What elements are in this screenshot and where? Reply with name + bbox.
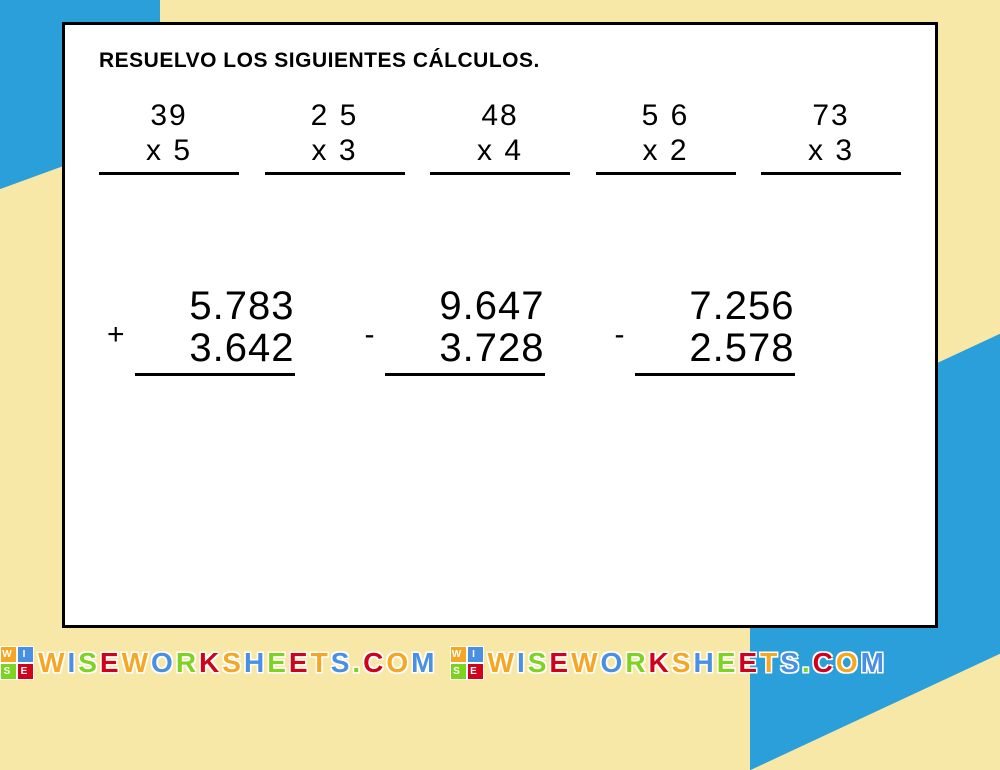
arith-bottom: 3.728 (385, 327, 545, 369)
mult-divider (430, 172, 570, 175)
arith-divider (135, 373, 295, 376)
mult-bottom: x 3 (761, 134, 901, 169)
watermark-group-2: WISE WISEWORKSHEETS.COM (450, 646, 888, 680)
arith-bottom: 3.642 (135, 327, 295, 369)
arith-operator: - (615, 318, 625, 376)
mult-problem: 2 5 x 3 (265, 99, 405, 175)
mult-top: 5 6 (596, 99, 736, 134)
multiplication-row: 39 x 5 2 5 x 3 48 x 4 5 6 x 2 73 x 3 (99, 99, 901, 175)
arith-numbers: 9.647 3.728 (385, 285, 545, 376)
mult-top: 2 5 (265, 99, 405, 134)
mult-bottom: x 5 (99, 134, 239, 169)
arith-operator: - (365, 318, 375, 376)
watermark: WISE WISEWORKSHEETS.COM WISE WISEWORKSHE… (0, 646, 1000, 680)
mult-top: 48 (430, 99, 570, 134)
arith-operator: + (107, 318, 125, 376)
arith-numbers: 5.783 3.642 (135, 285, 295, 376)
arith-problem: - 9.647 3.728 (365, 285, 545, 376)
mult-divider (596, 172, 736, 175)
worksheet-sheet: RESUELVO LOS SIGUIENTES CÁLCULOS. 39 x 5… (62, 22, 938, 628)
arith-top: 9.647 (385, 285, 545, 327)
arith-bottom: 2.578 (635, 327, 795, 369)
arith-top: 5.783 (135, 285, 295, 327)
mult-divider (265, 172, 405, 175)
arith-top: 7.256 (635, 285, 795, 327)
watermark-group-1: WISE WISEWORKSHEETS.COM (0, 646, 438, 680)
mult-divider (99, 172, 239, 175)
mult-bottom: x 2 (596, 134, 736, 169)
mult-top: 39 (99, 99, 239, 134)
mult-top: 73 (761, 99, 901, 134)
mult-problem: 73 x 3 (761, 99, 901, 175)
mult-problem: 39 x 5 (99, 99, 239, 175)
arith-problem: + 5.783 3.642 (107, 285, 295, 376)
arith-divider (385, 373, 545, 376)
watermark-badge: WISE (0, 646, 34, 680)
worksheet-title: RESUELVO LOS SIGUIENTES CÁLCULOS. (99, 49, 901, 73)
mult-bottom: x 4 (430, 134, 570, 169)
arith-numbers: 7.256 2.578 (635, 285, 795, 376)
mult-problem: 5 6 x 2 (596, 99, 736, 175)
watermark-badge: WISE (450, 646, 484, 680)
watermark-text: WISEWORKSHEETS.COM (38, 647, 438, 679)
mult-problem: 48 x 4 (430, 99, 570, 175)
arith-divider (635, 373, 795, 376)
arithmetic-row: + 5.783 3.642 - 9.647 3.728 - 7.256 2.57… (99, 285, 901, 376)
mult-divider (761, 172, 901, 175)
watermark-text: WISEWORKSHEETS.COM (488, 647, 888, 679)
mult-bottom: x 3 (265, 134, 405, 169)
arith-problem: - 7.256 2.578 (615, 285, 795, 376)
